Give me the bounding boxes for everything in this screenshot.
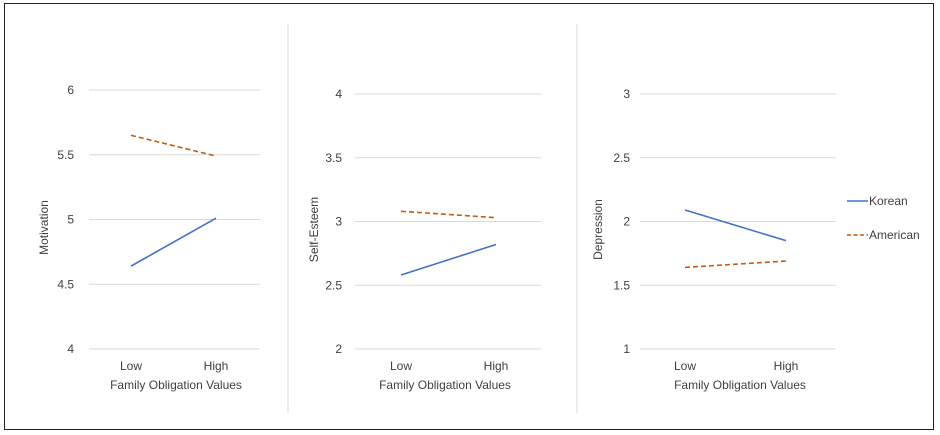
y-tick-label: 2: [623, 215, 630, 229]
series-line-american: [130, 134, 217, 157]
x-tick-label: Low: [674, 359, 696, 373]
y-tick-label: 4: [335, 87, 342, 101]
y-axis-title: Self-Esteem: [307, 197, 321, 262]
y-tick-label: 4.5: [57, 277, 74, 291]
series-line-korean: [400, 243, 497, 276]
y-tick-label: 2.5: [613, 151, 630, 165]
x-tick-label: High: [774, 359, 799, 373]
y-tick-label: 5.5: [57, 148, 74, 162]
y-tick-label: 2: [335, 342, 342, 356]
x-tick-label: High: [484, 359, 509, 373]
x-axis-title: Family Obligation Values: [674, 378, 806, 392]
series-line-american: [684, 260, 787, 269]
y-tick-label: 5: [67, 213, 74, 227]
y-tick-label: 1: [623, 342, 630, 356]
series-line-american: [400, 210, 497, 219]
y-axis-title: Motivation: [37, 200, 51, 255]
series-line-korean: [130, 217, 217, 267]
y-tick-label: 1.5: [613, 278, 630, 292]
x-axis-title: Family Obligation Values: [110, 378, 242, 392]
x-axis-title: Family Obligation Values: [379, 378, 511, 392]
y-tick-label: 6: [67, 83, 74, 97]
legend-label: Korean: [869, 194, 908, 208]
y-axis-title: Depression: [591, 199, 605, 260]
y-tick-label: 2.5: [325, 278, 342, 292]
x-tick-label: High: [204, 359, 229, 373]
x-tick-label: Low: [120, 359, 142, 373]
legend-label: American: [869, 228, 920, 242]
y-tick-label: 3: [335, 215, 342, 229]
series-line-korean: [684, 209, 787, 242]
x-tick-label: Low: [390, 359, 412, 373]
y-tick-label: 3: [623, 87, 630, 101]
y-tick-label: 3.5: [325, 151, 342, 165]
y-tick-label: 4: [67, 342, 74, 356]
